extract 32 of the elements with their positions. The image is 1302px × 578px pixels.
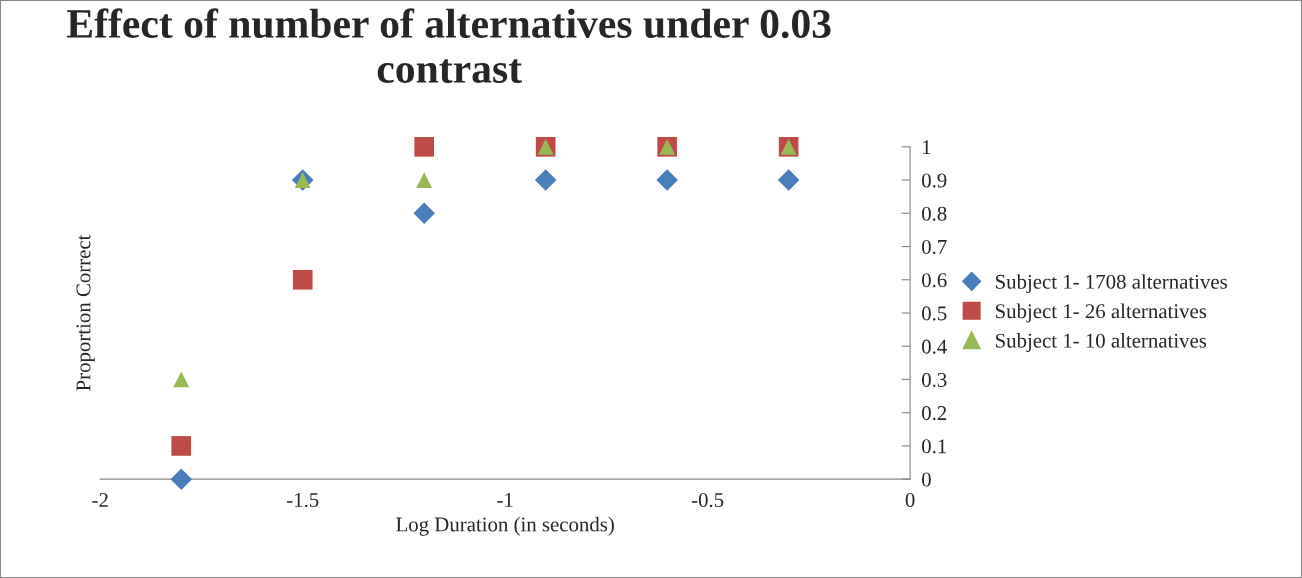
point: [170, 468, 192, 490]
x-tick-label: -1: [497, 493, 513, 507]
point: [171, 436, 192, 456]
y-tick-label: 0: [922, 472, 931, 487]
point: [534, 169, 557, 191]
legend-label: Subject 1- 1708 alternatives: [995, 274, 1227, 294]
x-tick-label: -1.5: [287, 493, 319, 508]
x-tick-label: -2: [92, 493, 108, 507]
point: [292, 269, 313, 290]
y-tick-label: 0.7: [922, 239, 947, 255]
y-tick-label: 0.3: [922, 372, 947, 387]
point: [656, 169, 678, 191]
x-tick-label: 0: [905, 492, 915, 508]
point: [173, 371, 190, 388]
point: [416, 172, 433, 188]
point: [777, 169, 800, 191]
y-tick-label: 0.1: [922, 439, 946, 454]
y-tick-label: 0.2: [922, 406, 947, 421]
legend-label: Subject 1- 26 alternatives: [995, 303, 1207, 323]
x-axis-title: Log Duration (in seconds): [396, 516, 614, 536]
y-tick-label: 0.5: [922, 306, 947, 321]
y-tick-label: 1: [923, 140, 931, 155]
legend-label: Subject 1- 10 alternatives: [995, 333, 1207, 352]
y-tick-label: 0.4: [922, 339, 947, 354]
y-tick-label: 0.8: [922, 206, 947, 221]
point: [414, 136, 435, 157]
x-tick-label: -0.5: [691, 492, 724, 508]
y-axis-title: Proportion Correct: [76, 234, 95, 391]
y-tick-label: 0.9: [922, 173, 947, 188]
y-tick-label: 0.6: [922, 273, 947, 288]
chart-title: Effect of number of alternatives under 0.03 contrast: [67, 8, 831, 84]
point: [413, 202, 435, 225]
